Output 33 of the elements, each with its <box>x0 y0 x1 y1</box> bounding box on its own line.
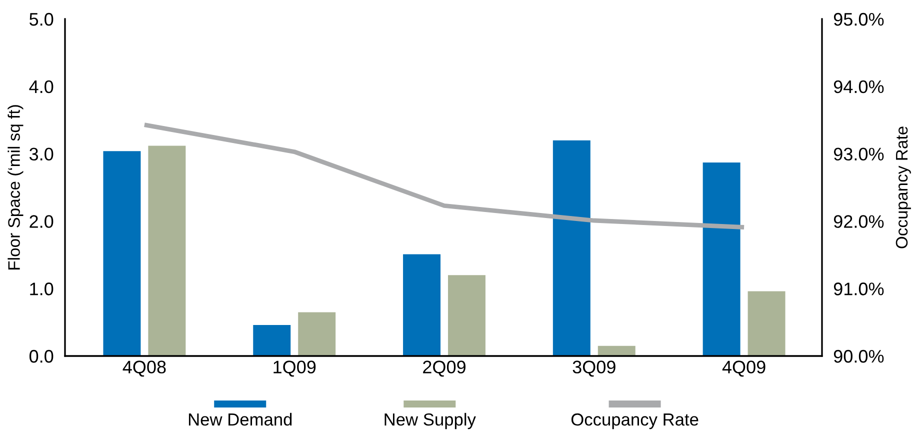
y-axis-title: Floor Space (‘mil sq ft) <box>8 105 24 270</box>
y2-tick-label: 94.0% <box>834 80 884 94</box>
y2-tick-label: 92.0% <box>834 215 884 228</box>
bar <box>748 291 786 356</box>
bar <box>702 162 740 356</box>
y2-tick-label: 90.0% <box>834 350 884 363</box>
y-tick-label: 2.0 <box>30 215 54 228</box>
y-tick-label: 4.0 <box>29 80 54 94</box>
x-tick-label: 4Q09 <box>722 360 766 377</box>
x-tick-label: 3Q09 <box>572 360 616 377</box>
bar <box>253 324 291 356</box>
y-tick-label: 0.0 <box>29 350 54 363</box>
y2-axis-title: Occupancy Rate <box>896 126 911 248</box>
legend-label: New Supply <box>384 412 476 430</box>
legend-label: Occupancy Rate <box>571 413 698 430</box>
x-tick-label: 1Q09 <box>274 360 316 377</box>
bar <box>552 140 590 356</box>
y-tick-label: 3.0 <box>29 148 54 161</box>
bar <box>298 312 336 356</box>
bar <box>103 151 141 356</box>
bar <box>148 146 186 356</box>
y-tick-label: 5.0 <box>30 12 54 26</box>
y-tick-label: 1.0 <box>30 282 54 296</box>
bar <box>598 346 636 356</box>
y2-tick-label: 93.0% <box>834 148 884 161</box>
y2-tick-label: 95.0% <box>834 12 884 26</box>
legend-label: New Demand <box>188 412 292 426</box>
bar <box>448 275 486 356</box>
y2-tick-label: 91.0% <box>834 282 884 296</box>
bar <box>403 254 440 356</box>
x-tick-label: 4Q08 <box>122 360 166 377</box>
line-series <box>142 122 746 230</box>
x-tick-label: 2Q09 <box>423 360 466 377</box>
